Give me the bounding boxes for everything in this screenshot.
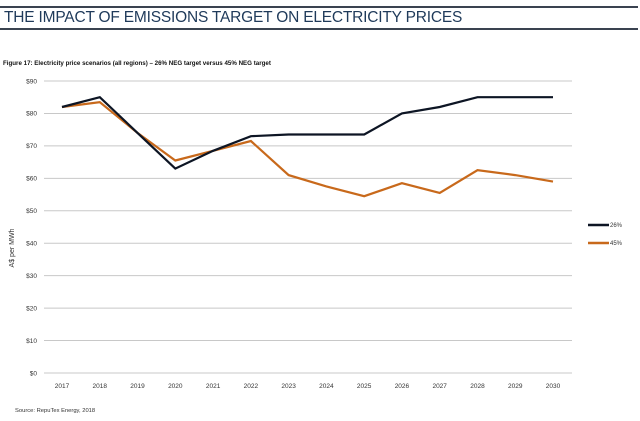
y-tick-label: $10	[26, 338, 37, 345]
source-note: Source: RepuTex Energy, 2018	[15, 408, 96, 414]
x-tick-label: 2021	[206, 383, 221, 390]
y-tick-label: $0	[30, 370, 38, 377]
y-tick-label: $30	[26, 273, 37, 280]
x-tick-label: 2020	[168, 383, 183, 390]
header-rule-bottom	[0, 28, 638, 30]
x-tick-label: 2028	[470, 383, 485, 390]
gridlines	[44, 80, 572, 374]
y-tick-label: $80	[26, 111, 37, 118]
series-lines	[61, 95, 554, 198]
x-tick-label: 2027	[432, 383, 447, 390]
y-tick-label: $70	[26, 143, 37, 150]
y-tick-label: $60	[26, 176, 37, 183]
y-tick-label: $90	[26, 78, 37, 85]
x-tick-label: 2023	[281, 383, 296, 390]
y-axis-label: A$ per MWh	[9, 228, 16, 267]
legend: 26% 45%	[588, 223, 623, 247]
figure-caption: Figure 17: Electricity price scenarios (…	[3, 60, 271, 67]
x-tick-label: 2024	[319, 383, 334, 390]
y-tick-label: $20	[26, 305, 37, 312]
x-tick-labels: 2017 2018 2019 2020 2021 2022 2023 2024 2025 2026…	[55, 383, 561, 390]
x-tick-label: 2022	[244, 383, 259, 390]
series-line-26pct	[61, 95, 553, 170]
x-tick-label: 2030	[546, 383, 561, 390]
y-tick-label: $50	[26, 208, 37, 215]
y-tick-labels: $0 $10 $20 $30 $40 $50 $60 $70 $80 $90	[26, 78, 37, 377]
header-rule-top	[0, 6, 638, 8]
x-tick-label: 2025	[357, 383, 372, 390]
x-tick-label: 2029	[508, 383, 523, 390]
y-tick-label: $40	[26, 241, 37, 248]
x-tick-label: 2017	[55, 383, 70, 390]
x-tick-label: 2026	[395, 383, 410, 390]
legend-label: 45%	[610, 241, 623, 247]
series-line-45pct	[61, 100, 554, 198]
x-tick-label: 2018	[93, 383, 108, 390]
page-title: THE IMPACT OF EMISSIONS TARGET ON ELECTR…	[4, 9, 463, 26]
x-tick-label: 2019	[130, 383, 145, 390]
legend-label: 26%	[610, 223, 623, 229]
